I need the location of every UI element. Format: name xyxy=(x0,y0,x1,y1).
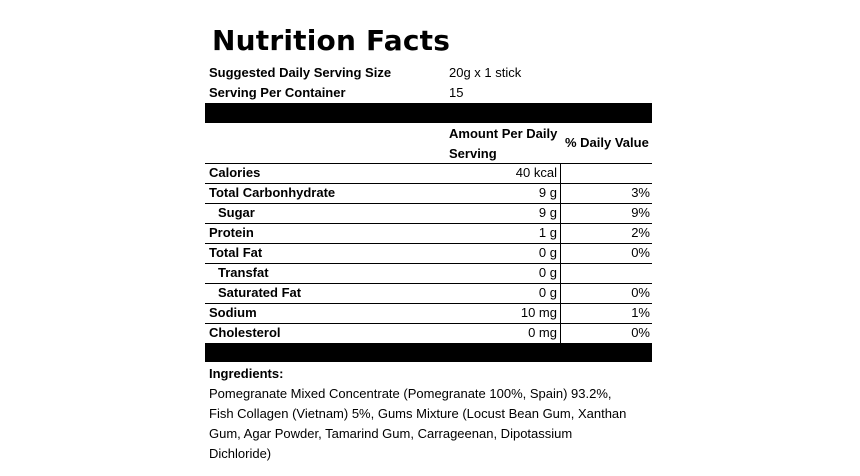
row-daily-value: 0% xyxy=(631,285,650,300)
row-label: Sodium xyxy=(209,305,257,320)
title: Nutrition Facts xyxy=(212,24,451,57)
row-rule xyxy=(205,323,652,324)
row-rule xyxy=(205,183,652,184)
row-rule xyxy=(205,243,652,244)
row-rule xyxy=(205,303,652,304)
row-daily-value: 9% xyxy=(631,205,650,220)
ingredients-line: Gum, Agar Powder, Tamarind Gum, Carragee… xyxy=(209,426,573,441)
row-daily-value: 3% xyxy=(631,185,650,200)
row-label: Total Carbonhydrate xyxy=(209,185,336,200)
row-amount: 1 g xyxy=(538,225,557,240)
row-label: Saturated Fat xyxy=(218,285,302,300)
ingredients-line: Dichloride) xyxy=(209,446,272,461)
row-daily-value: 2% xyxy=(631,225,650,240)
row-label: Cholesterol xyxy=(209,325,281,340)
row-amount: 0 g xyxy=(538,285,557,300)
row-rule xyxy=(205,203,652,204)
serving-label: Serving Per Container xyxy=(209,85,346,100)
amount-header: Amount Per Daily Serving xyxy=(449,126,558,161)
row-label: Total Fat xyxy=(209,245,263,260)
ingredients-line: Pomegranate Mixed Concentrate (Pomegrana… xyxy=(209,386,612,401)
row-rule xyxy=(205,163,652,164)
row-amount: 0 mg xyxy=(528,325,557,340)
row-label: Protein xyxy=(209,225,254,240)
ingredients-line: Fish Collagen (Vietnam) 5%, Gums Mixture… xyxy=(209,406,627,421)
row-amount: 0 g xyxy=(538,245,557,260)
row-rule xyxy=(205,283,652,284)
column-rule xyxy=(560,163,561,343)
serving-label: Suggested Daily Serving Size xyxy=(209,65,392,80)
row-amount: 9 g xyxy=(538,205,557,220)
row-rule xyxy=(205,223,652,224)
row-label: Sugar xyxy=(218,205,255,220)
serving-value: 20g x 1 stick xyxy=(449,65,522,80)
ingredients-heading: Ingredients: xyxy=(209,366,284,381)
row-rule xyxy=(205,263,652,264)
row-amount: 0 g xyxy=(538,265,557,280)
row-amount: 9 g xyxy=(538,185,557,200)
serving-value: 15 xyxy=(449,85,464,100)
row-amount: 10 mg xyxy=(520,305,557,320)
row-label: Transfat xyxy=(218,265,269,280)
row-daily-value: 0% xyxy=(631,245,650,260)
row-label: Calories xyxy=(209,165,261,180)
black-bar xyxy=(205,103,652,123)
daily-value-header: % Daily Value xyxy=(565,135,649,150)
black-bar xyxy=(205,343,652,362)
row-daily-value: 0% xyxy=(631,325,650,340)
row-daily-value: 1% xyxy=(631,305,650,320)
row-amount: 40 kcal xyxy=(515,165,557,180)
